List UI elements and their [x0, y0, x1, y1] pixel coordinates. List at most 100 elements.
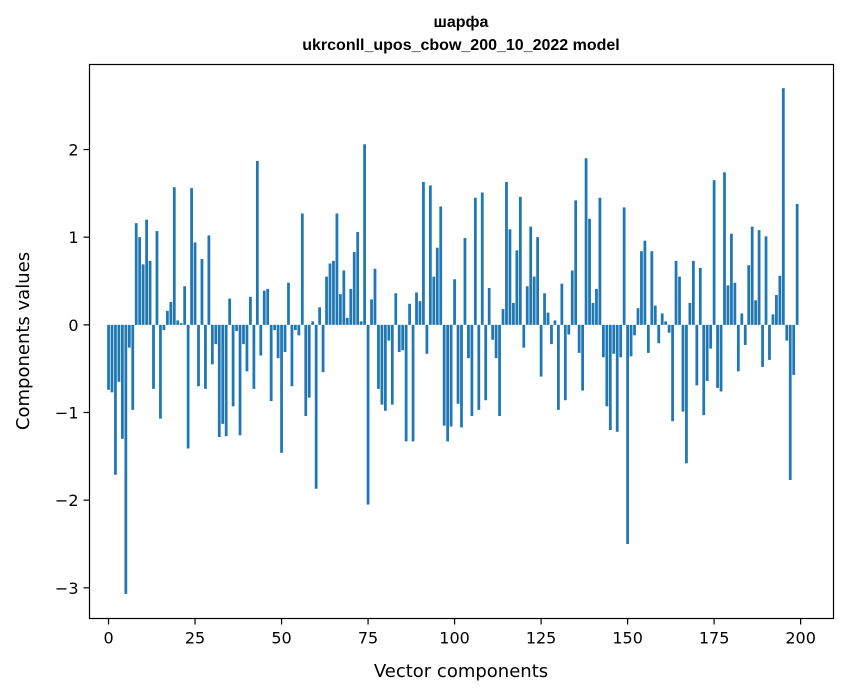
bar — [601, 324, 605, 358]
bar — [622, 207, 626, 325]
bar — [761, 324, 764, 367]
bar — [473, 197, 477, 325]
bar — [294, 324, 297, 331]
bar — [702, 324, 706, 416]
bar — [778, 275, 782, 325]
y-tick-label: 2 — [68, 141, 78, 160]
bar — [698, 267, 702, 325]
bar — [418, 301, 422, 325]
bar — [328, 263, 332, 325]
y-tick-label: 1 — [68, 228, 78, 247]
bar — [716, 324, 719, 388]
bar — [266, 288, 270, 325]
bar — [380, 324, 384, 405]
bar — [207, 235, 211, 325]
bar — [771, 314, 775, 325]
bar — [408, 303, 411, 325]
bar — [318, 307, 322, 325]
bar — [446, 324, 450, 442]
bar — [657, 324, 661, 344]
y-tick-label: −1 — [55, 404, 79, 423]
bar — [577, 324, 581, 353]
bar — [165, 310, 169, 325]
bar — [543, 293, 546, 325]
bar — [467, 324, 470, 359]
bar — [432, 276, 436, 325]
bar — [117, 324, 121, 382]
bar — [453, 279, 456, 325]
bar — [460, 324, 463, 428]
bar — [522, 324, 526, 348]
bar — [110, 324, 114, 393]
bar — [553, 320, 557, 325]
bar — [560, 283, 564, 325]
bar — [148, 260, 152, 325]
bar — [342, 270, 346, 325]
bar — [273, 324, 277, 331]
bar — [681, 324, 685, 412]
bar — [515, 250, 519, 325]
bar — [688, 302, 692, 325]
bar — [283, 324, 287, 353]
bar — [546, 312, 550, 325]
chart-title: шарфа — [434, 14, 489, 31]
bar — [570, 270, 574, 325]
y-tick-label: −3 — [55, 579, 79, 598]
bar — [691, 260, 695, 325]
bar — [518, 196, 522, 325]
bar — [567, 324, 571, 335]
bar — [280, 324, 283, 453]
bar — [231, 324, 235, 407]
bar — [138, 237, 142, 325]
bar — [695, 324, 699, 386]
x-tick-label: 150 — [612, 629, 643, 648]
x-tick-label: 25 — [185, 629, 205, 648]
bars-group — [107, 88, 799, 594]
bar — [501, 309, 505, 325]
bar — [615, 324, 619, 432]
bar — [757, 230, 761, 325]
x-tick-label: 125 — [526, 629, 557, 648]
bar — [743, 324, 747, 345]
bar — [591, 302, 595, 325]
bar — [373, 268, 377, 325]
bar — [470, 324, 474, 416]
bar — [204, 324, 207, 389]
bar — [512, 302, 515, 325]
x-axis-ticks: 0 25 50 75 100 125 150 175 200 — [103, 618, 816, 648]
bar — [159, 324, 162, 419]
bar — [646, 324, 650, 353]
bar — [740, 313, 744, 325]
bar — [114, 324, 117, 475]
bar — [428, 185, 432, 325]
bar — [290, 324, 294, 387]
bar — [242, 324, 245, 345]
bar — [709, 324, 713, 349]
bar — [335, 213, 339, 325]
bar — [387, 324, 391, 341]
bar — [557, 324, 560, 410]
bar — [411, 324, 415, 442]
bar — [730, 233, 733, 325]
chart-subtitle: ukrconll_upos_cbow_200_10_2022 model — [302, 37, 619, 54]
bar — [633, 324, 636, 336]
bar — [595, 288, 598, 325]
bar — [390, 324, 394, 405]
bar — [685, 324, 688, 464]
bar — [768, 324, 771, 360]
bar — [456, 324, 460, 404]
bar — [287, 282, 290, 325]
bar — [781, 88, 785, 325]
bar — [262, 290, 266, 325]
bar — [626, 324, 629, 544]
bar — [664, 321, 668, 325]
bar — [439, 206, 443, 325]
bar — [349, 288, 353, 325]
bar — [124, 324, 128, 594]
bar — [300, 213, 304, 325]
bar — [480, 192, 484, 325]
y-axis-ticks: −3 −2 −1 0 1 2 — [55, 141, 90, 598]
bar — [505, 181, 508, 325]
bar — [529, 226, 533, 325]
y-tick-label: −2 — [55, 491, 79, 510]
